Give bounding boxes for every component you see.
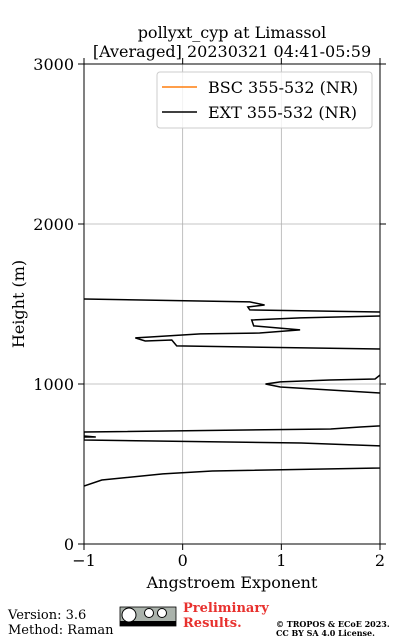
legend-box bbox=[156, 71, 373, 129]
x-tick-label: −1 bbox=[72, 551, 96, 570]
legend-label: EXT 355-532 (NR) bbox=[208, 103, 357, 122]
version: Version: 3.6 bbox=[7, 608, 86, 623]
method: Method: Raman bbox=[8, 623, 114, 638]
x-tick-label: 2 bbox=[375, 551, 385, 570]
x-axis-label: Angstroem Exponent bbox=[146, 573, 318, 592]
plot-frame bbox=[83, 63, 381, 545]
y-axis-label: Height (m) bbox=[9, 260, 28, 348]
copyright: © TROPOS & ECoE 2023. bbox=[276, 619, 390, 629]
notice: Preliminary Results. bbox=[183, 601, 269, 631]
notice-box: Preliminary Results. bbox=[183, 601, 269, 631]
x-tick-label: 1 bbox=[276, 551, 286, 570]
x-tick-label: 0 bbox=[178, 551, 188, 570]
chart-title: pollyxt_cyp at Limassol bbox=[138, 23, 327, 42]
y-tick-label: 1000 bbox=[33, 375, 74, 394]
cc-badge bbox=[119, 606, 177, 627]
y-tick-label: 2000 bbox=[33, 215, 74, 234]
y-tick-label: 0 bbox=[64, 535, 74, 554]
license: CC BY SA 4.0 License. bbox=[276, 628, 375, 638]
y-tick-label: 3000 bbox=[33, 55, 74, 74]
profile-line bbox=[84, 298, 380, 487]
chart-subtitle: [Averaged] 20230321 04:41-05:59 bbox=[93, 42, 371, 61]
legend-label: BSC 355-532 (NR) bbox=[208, 78, 358, 97]
